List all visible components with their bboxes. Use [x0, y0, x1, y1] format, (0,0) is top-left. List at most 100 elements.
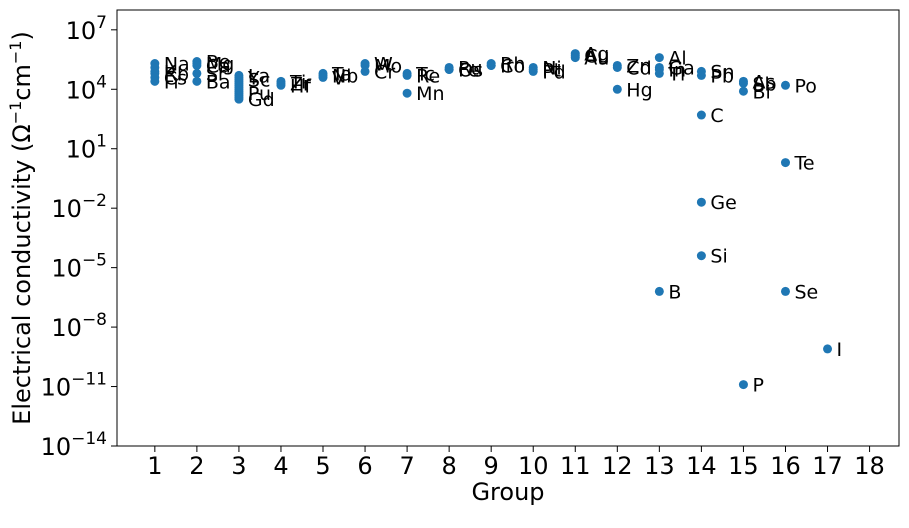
y-tick-label: 10−8	[51, 310, 107, 342]
data-point	[570, 53, 580, 63]
y-tick-label: 10−11	[41, 370, 107, 402]
y-tick-exponent: −11	[71, 370, 107, 390]
data-point	[192, 68, 202, 78]
point-label: Ge	[710, 192, 736, 214]
point-label: Ni	[542, 57, 562, 79]
y-tick-base: 10	[66, 17, 97, 45]
data-point	[528, 66, 538, 76]
point-label: I	[837, 339, 843, 361]
data-point	[360, 66, 370, 76]
point-label: Zn	[626, 55, 651, 77]
data-point	[192, 60, 202, 70]
point-label: Po	[794, 75, 816, 97]
data-point	[780, 286, 790, 296]
data-point	[696, 251, 706, 261]
point-label: Ga	[668, 57, 694, 79]
point-label: Sr	[206, 63, 226, 85]
data-point	[654, 68, 664, 78]
data-point	[738, 86, 748, 96]
point-label: Si	[710, 246, 727, 268]
y-axis-title-mid: cm	[8, 64, 36, 101]
point-label: W	[374, 54, 393, 76]
point-label: Ru	[458, 57, 482, 79]
point-label: Sc	[248, 69, 271, 91]
data-point	[402, 88, 412, 98]
x-tick-label: 14	[686, 452, 717, 480]
x-tick-label: 5	[315, 452, 330, 480]
point-label: Rh	[500, 54, 525, 76]
y-tick-base: 10	[66, 76, 97, 104]
y-tick-label: 104	[66, 72, 107, 104]
point-label: Sb	[752, 73, 776, 95]
y-axis-title-main: Electrical conductivity (Ω	[8, 124, 36, 425]
point-label: Be	[206, 52, 231, 74]
point-label: Pt	[542, 59, 561, 81]
point-label: La	[248, 65, 270, 87]
y-tick-base: 10	[41, 374, 72, 402]
point-label: Gd	[248, 89, 275, 111]
point-label: P	[752, 375, 763, 397]
y-axis-title-sup1: −1	[6, 101, 25, 125]
x-tick-label: 7	[399, 452, 414, 480]
y-axis-title-end: )	[8, 31, 36, 40]
point-label: Co	[500, 55, 525, 77]
x-tick-label: 11	[560, 452, 591, 480]
point-label: Pu	[248, 83, 271, 105]
data-point	[738, 78, 748, 88]
data-point	[402, 70, 412, 80]
data-point	[823, 344, 833, 354]
data-point	[444, 64, 454, 74]
x-tick-label: 6	[357, 452, 372, 480]
point-label: Tl	[667, 63, 685, 85]
point-label: Al	[668, 48, 686, 70]
y-axis-title: Electrical conductivity (Ω−1cm−1)	[6, 31, 36, 425]
point-label: Ag	[584, 44, 609, 66]
y-tick-label: 107	[66, 13, 107, 45]
point-label: Bi	[752, 81, 770, 103]
data-point	[192, 76, 202, 86]
point-label: Na	[164, 54, 190, 76]
data-point	[696, 197, 706, 207]
x-tick-label: 18	[854, 452, 885, 480]
point-label: V	[332, 67, 345, 89]
data-point	[696, 110, 706, 120]
y-axis-title-sup2: −1	[6, 41, 25, 65]
y-tick-base: 10	[66, 136, 97, 164]
data-points	[150, 49, 833, 390]
x-tick-label: 2	[189, 452, 204, 480]
point-label: Pb	[710, 65, 734, 87]
point-label: Fr	[164, 71, 182, 93]
y-tick-exponent: −14	[71, 429, 107, 449]
x-axis-title: Group	[471, 478, 544, 506]
point-label: Te	[793, 153, 814, 175]
point-label: C	[710, 105, 723, 127]
y-tick-exponent: 4	[96, 72, 107, 92]
data-point	[612, 84, 622, 94]
data-point	[780, 158, 790, 168]
point-label: Hf	[290, 75, 312, 97]
point-label: As	[752, 71, 775, 93]
x-tick-label: 10	[518, 452, 549, 480]
point-label: Se	[794, 281, 818, 303]
point-label: Ti	[289, 71, 306, 93]
point-label: Ta	[331, 63, 352, 85]
point-label: Au	[584, 48, 609, 70]
point-label: Cr	[374, 61, 395, 83]
point-label: Os	[458, 59, 483, 81]
data-point	[276, 80, 286, 90]
point-label: Rb	[164, 63, 189, 85]
y-tick-label: 101	[66, 132, 107, 164]
x-tick-label: 15	[728, 452, 759, 480]
data-point	[486, 60, 496, 70]
data-point	[234, 94, 244, 104]
point-label: Zr	[290, 73, 311, 95]
x-tick-label: 1	[147, 452, 162, 480]
point-label: Nb	[332, 65, 358, 87]
data-point	[738, 380, 748, 390]
x-tick-label: 16	[770, 452, 801, 480]
point-label: Ca	[206, 55, 231, 77]
point-label: Tc	[415, 63, 435, 85]
x-tick-label: 12	[602, 452, 633, 480]
